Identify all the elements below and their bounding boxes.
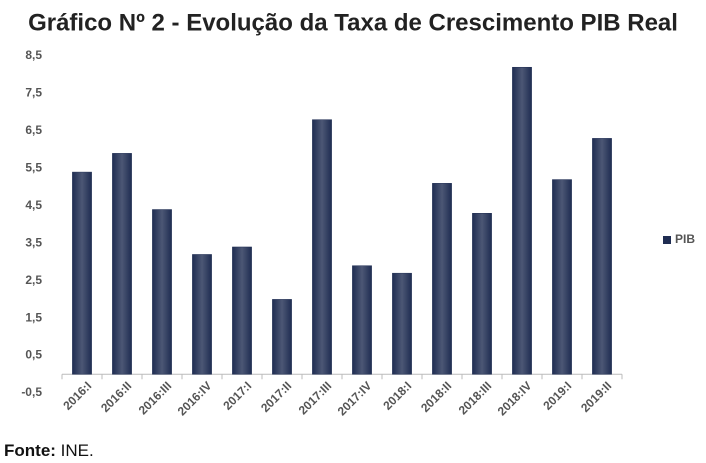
x-tick-label: 2016:I	[60, 379, 94, 413]
source: Fonte: INE.	[4, 441, 94, 461]
x-tick-label: 2017:II	[258, 379, 294, 415]
bar	[592, 138, 612, 375]
y-tick-label: 5,5	[25, 161, 42, 175]
bar	[152, 209, 172, 375]
y-tick-label: 2,5	[25, 273, 42, 287]
y-tick-label: -0,5	[21, 385, 42, 399]
x-tick-label: 2018:I	[380, 379, 414, 413]
bar	[112, 153, 132, 375]
x-tick-label: 2019:I	[540, 379, 574, 413]
x-tick-label: 2018:IV	[495, 379, 535, 419]
bar	[432, 183, 452, 375]
x-tick-label: 2016:IV	[175, 379, 215, 419]
y-tick-label: 6,5	[25, 123, 42, 137]
x-tick-label: 2017:IV	[335, 379, 375, 419]
x-tick-label: 2018:II	[418, 379, 454, 415]
bar	[272, 299, 292, 375]
bar	[192, 254, 212, 375]
bar	[392, 272, 412, 375]
x-tick-label: 2017:III	[296, 379, 335, 418]
y-tick-label: 7,5	[25, 86, 42, 100]
chart: Gráfico Nº 2 - Evolução da Taxa de Cresc…	[21, 9, 695, 419]
y-tick-label: 4,5	[25, 198, 42, 212]
legend-label: PIB	[675, 232, 695, 246]
x-tick-label: 2018:III	[456, 379, 495, 418]
x-tick-label: 2017:I	[220, 379, 254, 413]
x-tick-label: 2019:II	[578, 379, 614, 415]
y-tick-label: 3,5	[25, 235, 42, 249]
chart-title: Gráfico Nº 2 - Evolução da Taxa de Cresc…	[28, 9, 678, 36]
bar	[312, 119, 332, 375]
legend-swatch	[663, 236, 671, 244]
x-tick-label: 2016:II	[98, 379, 134, 415]
bar	[72, 171, 92, 375]
bar	[472, 213, 492, 375]
x-tick-label: 2016:III	[136, 379, 175, 418]
y-tick-label: 0,5	[25, 348, 42, 362]
source-label: Fonte:	[4, 441, 56, 460]
bar	[512, 66, 532, 375]
bar	[232, 246, 252, 375]
y-tick-label: 8,5	[25, 48, 42, 62]
y-tick-label: 1,5	[25, 310, 42, 324]
bar	[352, 265, 372, 375]
source-text: INE.	[60, 441, 94, 460]
bar	[552, 179, 572, 375]
